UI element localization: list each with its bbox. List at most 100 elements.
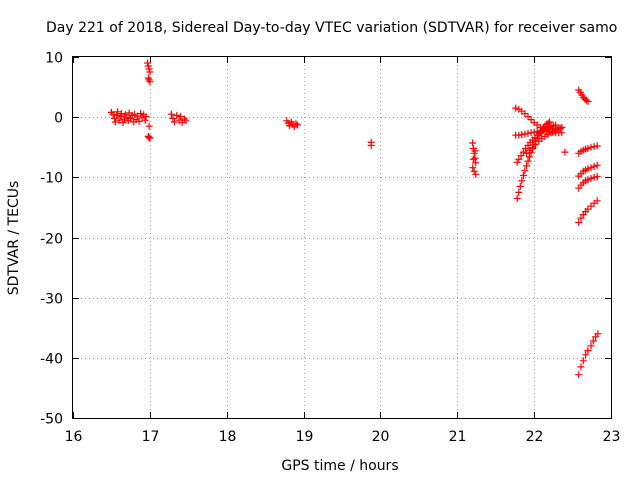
data-point xyxy=(584,98,592,105)
data-point xyxy=(524,157,532,165)
data-point xyxy=(109,110,117,118)
data-point xyxy=(590,163,598,170)
data-point xyxy=(470,167,478,175)
chart-title: Day 221 of 2018, Sidereal Day-to-day VTE… xyxy=(46,20,617,36)
data-point xyxy=(472,170,480,178)
data-point xyxy=(582,96,590,104)
data-point xyxy=(556,125,564,133)
data-point xyxy=(144,62,152,70)
data-point xyxy=(553,126,561,134)
y-tick-label: 10 xyxy=(45,51,63,67)
data-point xyxy=(584,165,592,173)
x-tick-label: 23 xyxy=(603,429,621,445)
y-axis-label: SDTVAR / TECUs xyxy=(6,181,22,296)
data-point xyxy=(146,78,154,86)
data-point xyxy=(167,110,175,118)
data-point xyxy=(117,113,125,121)
data-point xyxy=(593,142,601,150)
x-tick-label: 19 xyxy=(296,429,314,445)
data-point xyxy=(471,154,479,162)
x-axis-ticks: 16 17 18 19 20 21 22 23 xyxy=(65,57,621,445)
data-point xyxy=(519,172,527,179)
data-point xyxy=(113,111,121,119)
y-tick-label: 0 xyxy=(54,111,63,127)
data-point xyxy=(594,330,602,338)
data-point xyxy=(587,202,595,210)
data-point xyxy=(182,117,190,125)
y-axis-ticks: 10 0 -10 -20 -30 -40 -50 xyxy=(40,51,611,428)
data-point xyxy=(146,68,154,76)
data-point xyxy=(469,139,477,147)
data-point xyxy=(169,114,177,122)
data-point xyxy=(579,357,587,365)
data-point xyxy=(469,155,477,163)
data-point xyxy=(523,149,530,157)
data-point xyxy=(519,148,527,156)
data-point xyxy=(521,110,529,118)
data-point xyxy=(177,113,185,121)
data-points xyxy=(107,59,602,379)
data-point xyxy=(171,118,178,126)
data-point xyxy=(127,114,135,122)
data-point xyxy=(526,153,533,161)
data-point xyxy=(582,351,590,359)
data-point xyxy=(593,161,601,169)
data-point xyxy=(584,145,592,152)
data-point xyxy=(539,125,547,133)
data-point xyxy=(529,143,537,151)
x-axis-label: GPS time / hours xyxy=(281,458,398,474)
data-point xyxy=(146,134,154,142)
y-tick-label: -40 xyxy=(40,352,63,368)
data-point xyxy=(144,74,152,82)
data-point xyxy=(524,113,532,121)
data-point xyxy=(117,110,125,118)
data-point xyxy=(114,108,122,116)
data-point xyxy=(589,337,597,345)
data-point xyxy=(587,342,595,350)
data-point xyxy=(469,164,477,172)
data-point xyxy=(521,167,529,175)
data-point xyxy=(144,59,152,67)
data-point xyxy=(123,113,131,121)
data-point xyxy=(145,65,153,73)
data-point xyxy=(593,173,601,181)
data-point xyxy=(471,147,479,155)
y-tick-label: -50 xyxy=(40,412,63,428)
data-point xyxy=(137,110,145,118)
x-tick-label: 17 xyxy=(142,429,160,445)
data-point xyxy=(544,119,552,127)
data-point xyxy=(577,363,585,371)
data-point xyxy=(286,122,294,130)
data-point xyxy=(515,155,523,163)
data-point xyxy=(593,197,601,205)
data-point xyxy=(293,121,301,129)
plot-frame xyxy=(72,56,612,419)
data-point xyxy=(145,122,153,130)
data-point xyxy=(119,119,127,127)
x-tick-label: 20 xyxy=(372,429,390,445)
data-point xyxy=(527,116,535,124)
data-point xyxy=(518,177,526,185)
x-tick-label: 22 xyxy=(526,429,544,445)
data-point xyxy=(546,118,553,126)
y-tick-label: -30 xyxy=(40,292,63,308)
data-point xyxy=(532,140,540,148)
data-point xyxy=(513,194,521,202)
x-tick-label: 16 xyxy=(65,429,83,445)
data-point xyxy=(516,182,524,190)
data-point xyxy=(472,159,480,167)
data-point xyxy=(173,111,181,119)
data-point xyxy=(584,176,592,184)
data-point xyxy=(584,205,592,213)
data-point xyxy=(542,126,550,134)
data-point xyxy=(178,119,186,127)
data-point xyxy=(367,141,375,149)
data-point xyxy=(135,117,143,125)
data-point xyxy=(550,127,558,135)
data-point xyxy=(587,164,595,172)
data-point xyxy=(575,371,583,379)
data-point xyxy=(517,152,525,160)
data-point xyxy=(577,214,585,222)
data-point xyxy=(515,188,523,196)
